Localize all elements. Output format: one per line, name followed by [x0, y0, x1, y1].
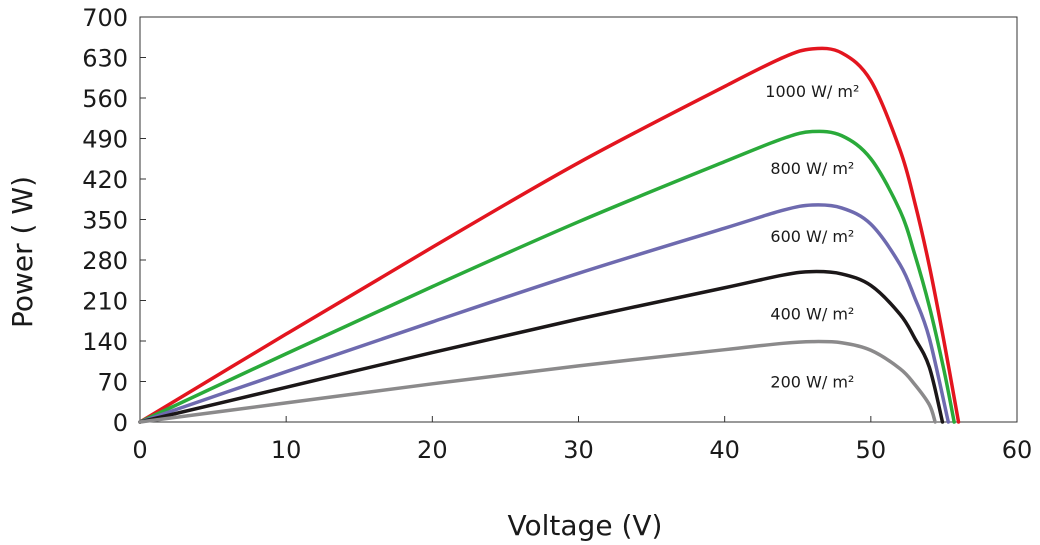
series-line-2 — [138, 203, 951, 424]
x-tick-label: 50 — [856, 436, 887, 464]
x-tick-label: 40 — [709, 436, 740, 464]
series-line-4 — [138, 339, 937, 424]
y-tick-label: 70 — [97, 369, 128, 397]
x-tick-label: 20 — [417, 436, 448, 464]
y-tick-label: 420 — [82, 166, 128, 194]
series-line-0 — [138, 46, 961, 424]
y-tick-label: 490 — [82, 126, 128, 154]
x-tick-label: 10 — [271, 436, 302, 464]
y-tick-label: 140 — [82, 328, 128, 356]
x-tick-label: 60 — [1002, 436, 1033, 464]
y-axis-ticks: 0 70 140 210 280 350 420 490 560 630 700 — [82, 4, 146, 437]
series-line-3 — [138, 269, 945, 424]
x-axis-label: Voltage (V) — [508, 509, 663, 542]
series-label-2: 600 W/ m² — [770, 227, 854, 246]
series-label-1: 800 W/ m² — [770, 159, 854, 178]
y-tick-label: 700 — [82, 4, 128, 32]
series-labels: 1000 W/ m² 800 W/ m² 600 W/ m² 400 W/ m² 200… — [765, 82, 859, 391]
y-axis-label: Power ( W) — [6, 176, 39, 328]
series-line-1 — [138, 129, 956, 424]
y-tick-label: 280 — [82, 247, 128, 275]
y-tick-label: 0 — [113, 409, 128, 437]
y-tick-label: 350 — [82, 207, 128, 235]
y-tick-label: 560 — [82, 85, 128, 113]
series-label-0: 1000 W/ m² — [765, 82, 859, 101]
x-tick-label: 30 — [563, 436, 594, 464]
x-axis-ticks: 0 10 20 30 40 50 60 — [132, 416, 1032, 464]
y-tick-label: 210 — [82, 288, 128, 316]
series-label-3: 400 W/ m² — [770, 305, 854, 324]
x-tick-label: 0 — [132, 436, 147, 464]
series-label-4: 200 W/ m² — [770, 372, 854, 391]
y-tick-label: 630 — [82, 45, 128, 73]
series-lines — [138, 46, 961, 424]
